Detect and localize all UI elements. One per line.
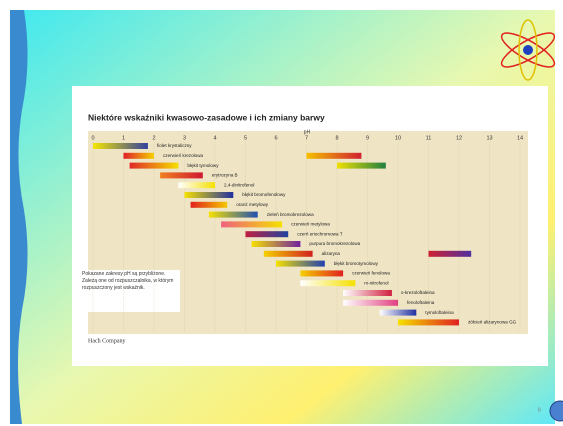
range-bar (428, 250, 472, 257)
range-bar (343, 299, 398, 306)
range-bar (160, 172, 203, 179)
atom-icon (500, 19, 556, 81)
range-bar (245, 231, 289, 238)
indicator-label: tymoloftaleina (425, 310, 454, 315)
indicator-label: czerń eriochromowa T (297, 231, 343, 236)
indicator-label: erytrozyna B (212, 173, 238, 178)
range-bar (300, 280, 356, 287)
note: Pokazane zakresy pH są przybliżone. Zale… (82, 271, 174, 291)
x-tick-label: 4 (213, 135, 216, 141)
range-bar (337, 162, 386, 169)
x-tick-label: 6 (274, 135, 277, 141)
range-bar (379, 309, 417, 316)
x-tick-label: 2 (152, 135, 155, 141)
x-tick-label: 14 (517, 135, 523, 141)
range-bar (93, 143, 148, 149)
range-bar (123, 152, 154, 159)
x-tick-label: 12 (456, 135, 462, 141)
indicator-label: o-krezoloftaleina (401, 290, 435, 295)
indicator-label: fenoloftaleina (407, 300, 435, 305)
range-bar (343, 290, 392, 296)
range-bar (263, 250, 313, 257)
x-tick-label: 10 (395, 135, 401, 141)
indicator-label: purpura bromokrezolowa (309, 241, 360, 246)
page-circle (549, 400, 563, 422)
range-bar (208, 211, 258, 218)
range-bar (184, 192, 234, 198)
note-box (80, 270, 180, 312)
indicator-label: czerwień metylowa (291, 222, 330, 227)
x-tick-label: 9 (366, 135, 369, 141)
range-bar (190, 201, 228, 208)
indicator-label: fiolet krystaliczny (157, 143, 192, 148)
indicator-label: oranż metylowy (236, 202, 269, 207)
indicator-label: żółcień alizarynowa GG (468, 320, 517, 325)
range-bar (276, 260, 325, 267)
indicator-label: czerwień fenolowa (352, 271, 390, 276)
x-tick-label: 8 (335, 135, 338, 141)
range-bar (129, 162, 179, 169)
indicator-label: błękit bromofenolowy (242, 192, 286, 197)
left-strip (10, 10, 28, 424)
range-bar (300, 270, 344, 277)
range-bar (398, 319, 459, 326)
source: Hach Company (88, 338, 126, 344)
note-text: Pokazane zakresy pH są przybliżone. Zale… (82, 271, 174, 291)
x-tick-label: 3 (183, 135, 186, 141)
x-tick-label: 7 (305, 135, 308, 141)
indicator-label: czerwień krezolowa (163, 153, 204, 158)
range-bar (306, 152, 362, 159)
range-bar (251, 241, 301, 247)
indicator-label: alizaryna (322, 251, 341, 256)
x-tick-label: 5 (244, 135, 247, 141)
x-tick-label: 1 (122, 135, 125, 141)
indicator-label: błękit tymolowy (187, 163, 219, 168)
range-bar (178, 182, 215, 189)
x-tick-label: 13 (486, 135, 492, 141)
range-bar (221, 221, 283, 228)
x-tick-label: 0 (91, 135, 94, 141)
x-tick-label: 11 (426, 135, 432, 141)
indicator-label: zieleń bromokrezolowa (267, 212, 314, 217)
page-number: 8 (538, 407, 541, 413)
indicator-label: 2,4-dinitrofenol (224, 182, 254, 187)
x-axis-label: pH (304, 129, 311, 135)
indicator-label: błękit bromotymolowy (334, 261, 379, 266)
chart-title: Niektóre wskaźniki kwasowo-zasadowe i ic… (88, 112, 325, 122)
indicator-label: m-nitrofenol (364, 280, 388, 285)
